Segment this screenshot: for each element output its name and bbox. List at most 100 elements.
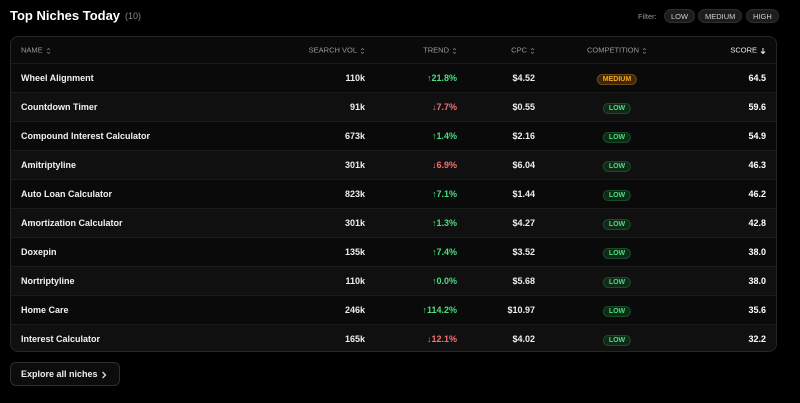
column-header[interactable]: SCORE <box>730 46 766 55</box>
search-vol: 301k <box>344 160 365 170</box>
table-row: Countdown Timer 91k ↓7.7% $0.55 LOW 59.6 <box>11 92 776 121</box>
competition-cell: LOW <box>602 334 632 346</box>
table-row: Amitriptyline 301k ↓6.9% $6.04 LOW 46.3 <box>11 150 776 179</box>
explore-button[interactable]: Explore all niches <box>10 362 120 386</box>
trend: ↓7.7% <box>431 102 457 112</box>
sort-icon <box>360 47 365 54</box>
chevron-icon <box>102 371 107 379</box>
name: Countdown Timer <box>21 102 98 112</box>
column-header[interactable]: NAME <box>21 46 51 55</box>
name: Wheel Alignment <box>21 73 94 83</box>
table: NAME SEARCH VOL TREND CPC COMPETITION SCORE Wh… <box>10 36 777 352</box>
search-vol: 165k <box>344 334 365 344</box>
trend: ↓6.9% <box>431 160 457 170</box>
score: 54.9 <box>748 131 766 141</box>
sort-active-icon <box>760 47 766 54</box>
name: Auto Loan Calculator <box>21 189 113 199</box>
competition-cell: LOW <box>602 305 632 317</box>
name: Doxepin <box>21 247 57 257</box>
competition-cell: LOW <box>602 218 632 230</box>
search-vol: 673k <box>344 131 365 141</box>
competition-cell: LOW <box>602 189 632 201</box>
competition-badge: LOW <box>602 132 632 143</box>
trend: ↑21.8% <box>426 73 457 83</box>
column-header[interactable]: COMPETITION <box>587 46 647 55</box>
search-vol: 246k <box>344 305 365 315</box>
title: Top Niches Today <box>10 8 121 23</box>
cpc: $4.52 <box>512 73 535 83</box>
search-vol: 135k <box>344 247 365 257</box>
count: (10) <box>125 11 142 21</box>
column-label: NAME <box>21 45 43 55</box>
score: 32.2 <box>748 334 766 344</box>
search-vol: 823k <box>344 189 365 199</box>
filter-pill[interactable]: LOW <box>664 9 696 23</box>
cpc: $3.52 <box>512 247 535 257</box>
cpc: $2.16 <box>512 131 535 141</box>
score: 42.8 <box>748 218 766 228</box>
table-row: Nortriptyline 110k ↑0.0% $5.68 LOW 38.0 <box>11 266 776 295</box>
trend: ↑114.2% <box>422 305 457 315</box>
trend: ↑7.1% <box>431 189 457 199</box>
trend: ↓12.1% <box>426 334 457 344</box>
table-row: Interest Calculator 165k ↓12.1% $4.02 LOW 32.… <box>11 324 776 351</box>
search-vol: 110k <box>345 73 365 83</box>
competition-badge: LOW <box>602 219 632 230</box>
trend: ↑1.4% <box>431 131 457 141</box>
cpc: $4.02 <box>512 334 535 344</box>
column-header[interactable]: CPC <box>511 46 535 55</box>
column-label: CPC <box>511 45 527 55</box>
table-row: Auto Loan Calculator 823k ↑7.1% $1.44 LOW 46.… <box>11 179 776 208</box>
competition-badge: LOW <box>602 103 632 114</box>
column-label: SEARCH VOL <box>308 45 357 55</box>
cpc: $5.68 <box>512 276 535 286</box>
name: Amitriptyline <box>21 160 77 170</box>
table-row: Wheel Alignment 110k ↑21.8% $4.52 MEDIUM 64.5 <box>11 63 776 92</box>
button-label: Explore all niches <box>21 369 98 379</box>
table-row: Doxepin 135k ↑7.4% $3.52 LOW 38.0 <box>11 237 776 266</box>
name: Home Care <box>21 305 69 315</box>
sort-icon <box>452 47 457 54</box>
score: 46.3 <box>748 160 766 170</box>
cpc: $6.04 <box>512 160 535 170</box>
name: Nortriptyline <box>21 276 75 286</box>
column-label: TREND <box>423 45 449 55</box>
competition-cell: LOW <box>602 131 632 143</box>
competition-badge: LOW <box>602 190 632 201</box>
table-row: Amortization Calculator 301k ↑1.3% $4.27 LOW… <box>11 208 776 237</box>
search-vol: 301k <box>344 218 365 228</box>
filter-pill[interactable]: HIGH <box>746 9 779 23</box>
trend: ↑1.3% <box>431 218 457 228</box>
column-label: SCORE <box>730 45 757 55</box>
competition-cell: LOW <box>602 160 632 172</box>
table-row: Home Care 246k ↑114.2% $10.97 LOW 35.6 <box>11 295 776 324</box>
filter-label: Filter: <box>638 12 657 21</box>
column-header[interactable]: TREND <box>423 46 457 55</box>
sort-icon <box>642 47 647 54</box>
competition-cell: LOW <box>602 102 632 114</box>
competition-cell: MEDIUM <box>596 73 638 85</box>
competition-badge: LOW <box>602 248 632 259</box>
name: Interest Calculator <box>21 334 101 344</box>
cpc: $4.27 <box>512 218 535 228</box>
cpc: $0.55 <box>512 102 535 112</box>
competition-cell: LOW <box>602 276 632 288</box>
cpc: $10.97 <box>507 305 535 315</box>
sort-icon <box>46 47 50 54</box>
column-header[interactable]: SEARCH VOL <box>309 46 365 55</box>
name: Amortization Calculator <box>21 218 123 228</box>
cpc: $1.44 <box>512 189 535 199</box>
competition-badge: LOW <box>602 277 632 288</box>
score: 35.6 <box>748 305 766 315</box>
score: 64.5 <box>748 73 766 83</box>
filter-pill[interactable]: MEDIUM <box>698 9 743 23</box>
name: Compound Interest Calculator <box>21 131 151 141</box>
column-label: COMPETITION <box>586 45 640 55</box>
competition-badge: LOW <box>602 335 632 346</box>
trend: ↑0.0% <box>431 276 457 286</box>
score: 38.0 <box>748 247 766 257</box>
competition-badge: LOW <box>602 161 632 172</box>
table-row: Compound Interest Calculator 673k ↑1.4% $2.… <box>11 121 776 150</box>
sort-icon <box>530 47 535 54</box>
